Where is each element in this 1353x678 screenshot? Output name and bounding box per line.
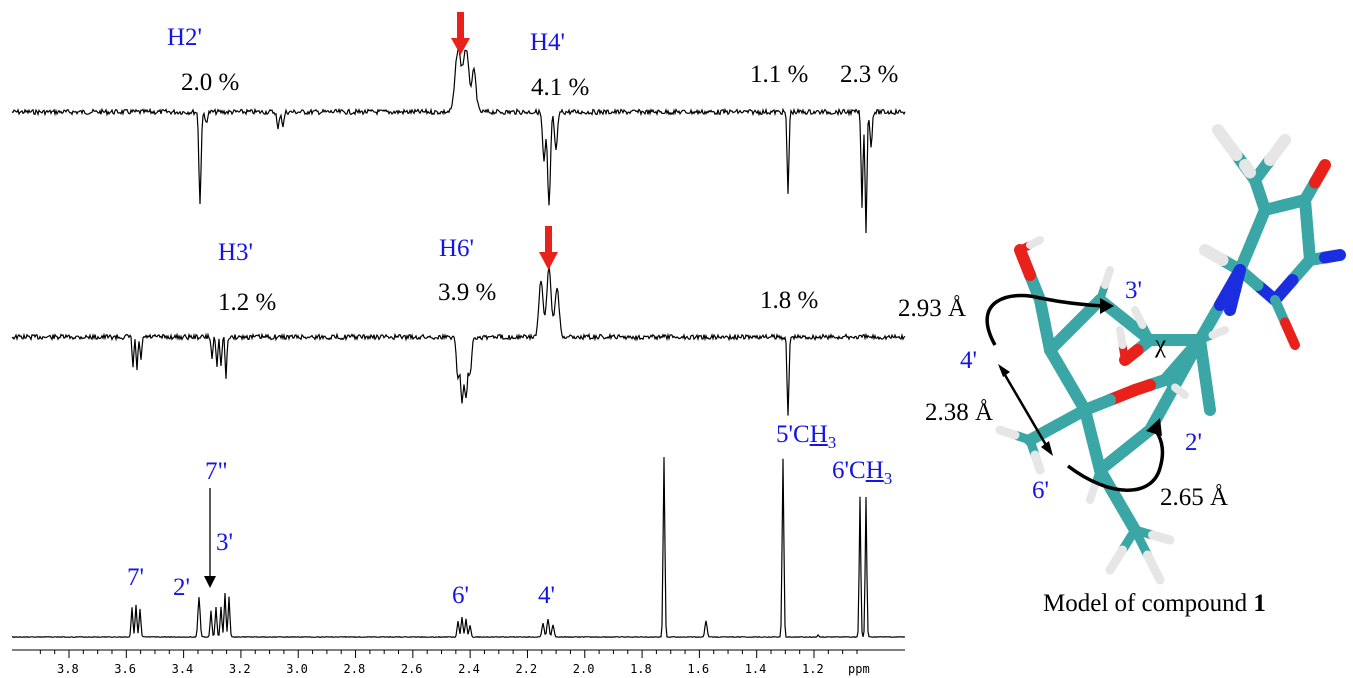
- ppm-tick-label: 3.0: [286, 662, 308, 676]
- model-label-3p: 3': [1125, 277, 1143, 304]
- model-bond: [1144, 379, 1181, 436]
- ppm-tick-label: 1.6: [687, 662, 710, 676]
- label-6p-ch3: 6'CH3: [832, 457, 893, 488]
- model-bond: [1101, 266, 1114, 289]
- model-bond: [1199, 244, 1229, 266]
- model-bond: [1199, 369, 1216, 416]
- model-bond: [1014, 244, 1036, 281]
- model-bond: [1131, 306, 1147, 329]
- ppm-tick-label: 1.8: [630, 662, 652, 676]
- arrow-4-3: [985, 293, 1106, 346]
- ppm-tick-label: 3.8: [57, 662, 79, 676]
- label-h4: H4': [530, 29, 566, 56]
- label-4p: 4': [538, 582, 556, 609]
- ppm-tick-label: 3.2: [228, 662, 251, 676]
- model-bond: [995, 425, 1020, 440]
- label-noe-3-9: 3.9 %: [438, 279, 497, 306]
- label-7pp: 7": [205, 458, 228, 485]
- model-label-2p: 2': [1185, 429, 1203, 456]
- model-bond: [1086, 481, 1099, 504]
- label-2p: 2': [173, 574, 191, 601]
- model-bond: [1239, 159, 1256, 179]
- model-label-d2: 2.38 Å: [925, 399, 994, 426]
- label-5p-ch3: 5'CH3: [776, 421, 837, 452]
- model-bond: [1214, 264, 1246, 311]
- label-noe-1-2: 1.2 %: [218, 289, 277, 316]
- spectrum-trace-nh6: [11, 266, 906, 416]
- arrow-6-2: [1066, 426, 1165, 492]
- model-bond: [1143, 550, 1165, 585]
- ppm-tick-label: 1.4: [744, 662, 767, 676]
- model-bond: [1212, 124, 1243, 161]
- ppm-tick-label: 3.4: [171, 662, 194, 676]
- label-noe-2-0: 2.0 %: [181, 69, 240, 96]
- model-bond: [1194, 299, 1226, 346]
- model-bond: [1026, 236, 1044, 249]
- arrowhead-3: [1100, 298, 1114, 314]
- model-bond: [1111, 494, 1141, 536]
- arrowhead-6: [1041, 441, 1053, 456]
- ppm-tick-label: 2.6: [400, 662, 423, 676]
- model-bond: [1171, 383, 1189, 399]
- caption-text: Model of compound: [1043, 590, 1254, 617]
- model-bond: [1264, 134, 1291, 166]
- ppm-tick-label: 1.2: [802, 662, 824, 676]
- model-bond: [1148, 530, 1175, 545]
- model-label-4p: 4': [960, 347, 978, 374]
- label-h6: H6': [439, 235, 475, 262]
- irradiation-arrow-2: [539, 226, 558, 270]
- caption-compound-number: 1: [1253, 590, 1266, 617]
- ppm-unit-label: ppm: [848, 662, 870, 676]
- model-bond: [1030, 450, 1045, 475]
- model-bond: [1309, 159, 1331, 189]
- model-label-d1: 2.93 Å: [898, 295, 967, 322]
- molecular-model: [995, 124, 1346, 585]
- model-bond: [1024, 419, 1064, 446]
- ppm-tick-label: 3.6: [114, 662, 136, 676]
- label-h3: H3': [218, 239, 254, 266]
- model-bond: [1116, 326, 1127, 349]
- model-label-6p: 6': [1032, 477, 1050, 504]
- model-label-d3: 2.65 Å: [1160, 484, 1229, 511]
- arrowhead-4: [998, 364, 1010, 377]
- ppm-tick-label: 2.8: [343, 662, 366, 676]
- label-7p: 7': [127, 564, 145, 591]
- model-bond: [1319, 249, 1346, 264]
- model-bond: [1169, 334, 1206, 391]
- noe-distance-arrows: [985, 293, 1165, 492]
- model-bond: [1208, 326, 1229, 339]
- model-bond: [1105, 545, 1127, 575]
- label-3p: 3': [216, 529, 234, 556]
- arrow-4-6: [1003, 374, 1048, 446]
- pointer-arrow-7pp: [204, 488, 216, 588]
- ppm-tick-label: 2.4: [458, 662, 480, 676]
- model-bond: [1224, 284, 1241, 316]
- ppm-tick-label: 2.0: [572, 662, 595, 676]
- model-caption: Model of compound 1: [1043, 590, 1266, 618]
- label-noe-4-1: 4.1 %: [531, 74, 590, 101]
- spectrum-trace-1h: [11, 457, 906, 639]
- ppm-axis: [12, 649, 905, 658]
- arrowhead-2: [1146, 418, 1162, 436]
- label-noe-1-1: 1.1 %: [750, 61, 809, 88]
- label-noe-1-8: 1.8 %: [760, 287, 819, 314]
- model-label-chi: χ: [1155, 331, 1167, 358]
- irradiation-arrow-1: [451, 12, 470, 55]
- label-6p: 6': [452, 582, 470, 609]
- label-noe-2-3: 2.3 %: [840, 61, 899, 88]
- model-bond: [1280, 317, 1300, 350]
- ppm-tick-label: 2.2: [515, 662, 538, 676]
- label-h2: H2': [167, 24, 203, 51]
